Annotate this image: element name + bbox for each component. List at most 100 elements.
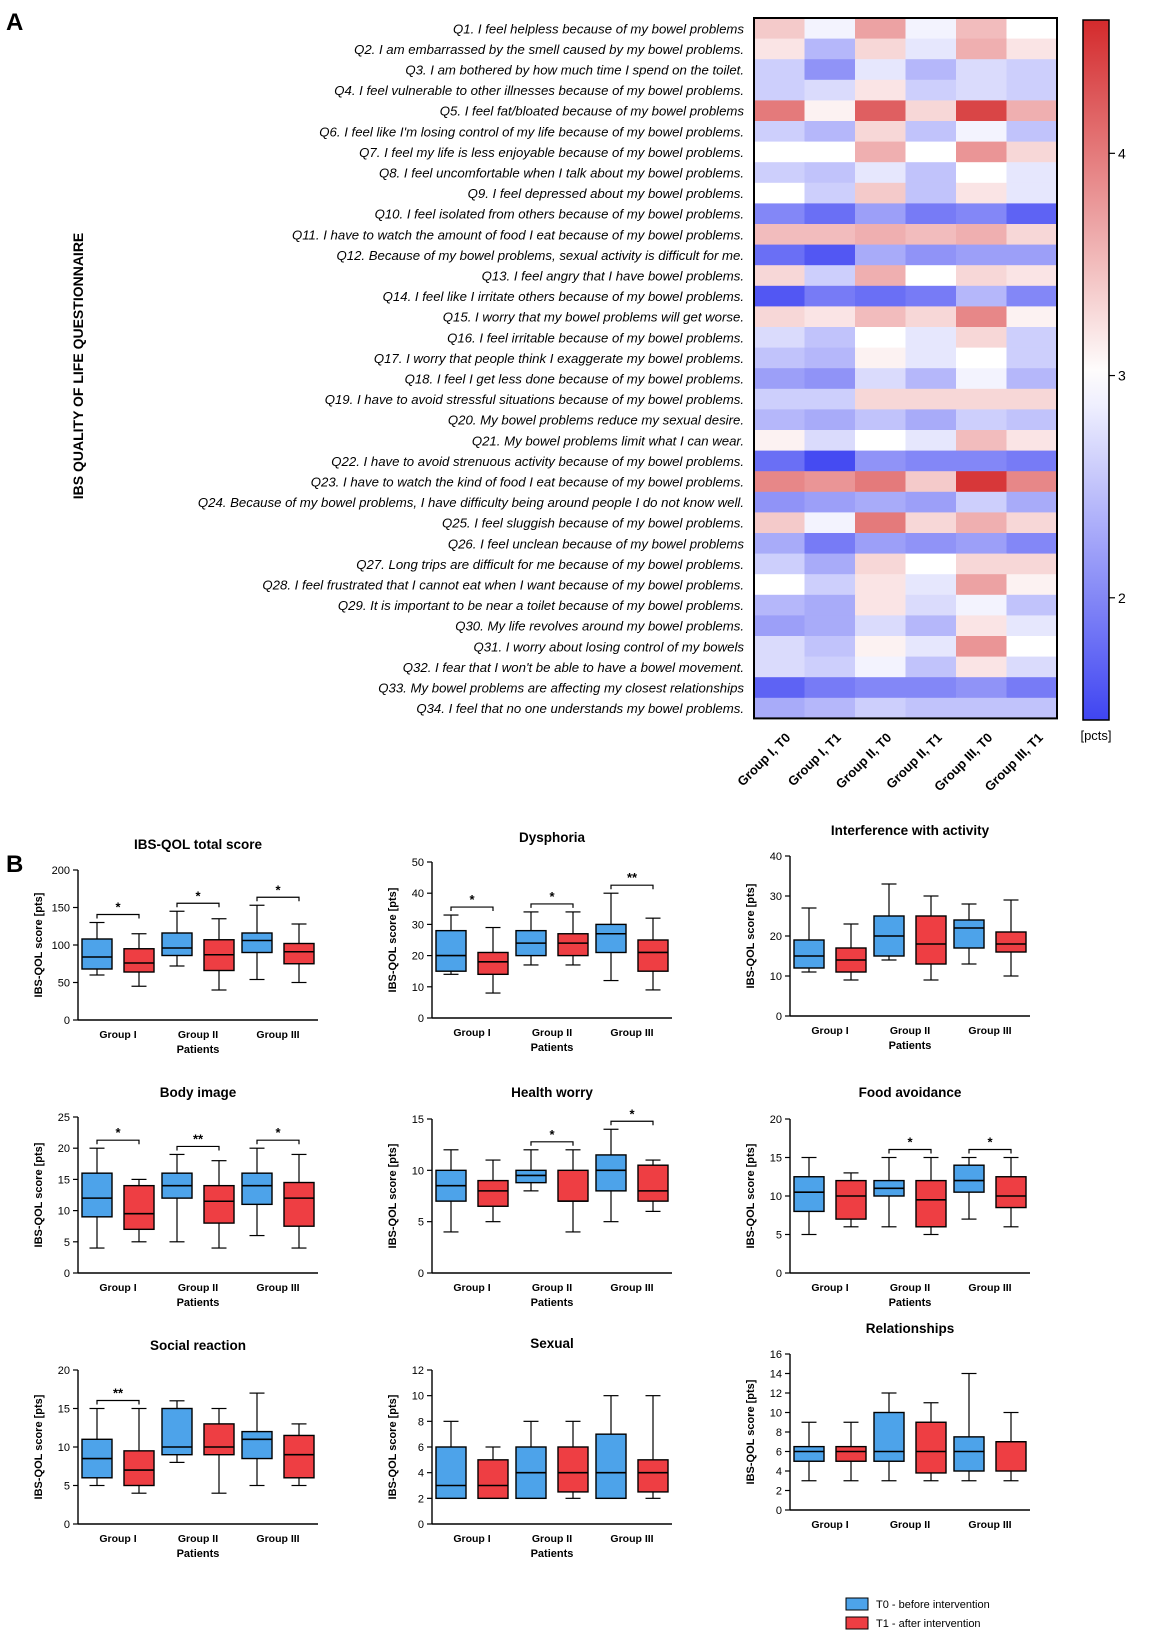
x-tick-label: Group II xyxy=(532,1282,572,1294)
heatmap-row-label: Q21. My bowel problems limit what I can … xyxy=(472,433,744,448)
y-tick-label: 12 xyxy=(770,1388,782,1400)
box-t1 xyxy=(995,931,1027,953)
y-tick-label: 0 xyxy=(64,1268,70,1280)
heatmap-row-label: Q11. I have to watch the amount of food … xyxy=(292,227,744,242)
heatmap-cell-r15-c3 xyxy=(855,306,907,328)
y-tick-label: 150 xyxy=(52,903,70,915)
heatmap-cell-r27-c3 xyxy=(855,553,907,575)
boxplot-panel-7: Social reaction 0 5 10 15 20 IBS-QOL score [pt… xyxy=(33,1338,318,1560)
box-t1 xyxy=(835,1445,867,1462)
heatmap-cell-r31-c4 xyxy=(905,636,957,658)
y-tick-label: 20 xyxy=(770,1114,782,1126)
heatmap-cell-r7-c2 xyxy=(804,141,856,163)
x-tick-label: Group II xyxy=(890,1025,930,1037)
heatmap-cell-r13-c3 xyxy=(855,265,907,287)
boxplot-panel-2: Dysphoria 0 10 20 30 40 50 IBS-QOL score [pts] G… xyxy=(387,830,672,1054)
x-tick-label: Group III xyxy=(610,1027,653,1039)
heatmap-cell-r1-c5 xyxy=(956,18,1008,40)
boxplot-title: Dysphoria xyxy=(519,830,586,845)
box-t1 xyxy=(915,915,947,965)
heatmap-cell-r11-c2 xyxy=(804,224,856,246)
box-t0 xyxy=(435,1446,467,1500)
heatmap-cell-r10-c5 xyxy=(956,203,1008,225)
y-axis-label: IBS-QOL score [pts] xyxy=(33,1142,45,1247)
x-tick-label: Group I xyxy=(453,1027,490,1039)
x-axis-label: Patients xyxy=(177,1548,220,1560)
boxplot-title: Interference with activity xyxy=(831,823,990,838)
heatmap-cell-r18-c3 xyxy=(855,368,907,390)
heatmap-cell-r3-c4 xyxy=(905,59,957,81)
heatmap-cell-r10-c6 xyxy=(1006,203,1058,225)
heatmap-cell-r3-c6 xyxy=(1006,59,1058,81)
heatmap-cell-r8-c5 xyxy=(956,162,1008,184)
legend: T0 - before intervention T1 - after inte… xyxy=(845,1597,990,1630)
colorbar-tick-label: 4 xyxy=(1118,145,1126,161)
heatmap-cell-r32-c5 xyxy=(956,656,1008,678)
heatmap-cell-r3-c1 xyxy=(754,59,806,81)
significance-bracket xyxy=(610,884,654,890)
heatmap-cell-r9-c6 xyxy=(1006,182,1058,204)
significance-bracket xyxy=(96,1139,140,1145)
box-t0 xyxy=(435,929,467,972)
x-tick-label: Group III xyxy=(610,1533,653,1545)
colorbar-tick-label: 3 xyxy=(1118,368,1126,384)
heatmap-row-label: Q6. I feel like I'm losing control of my… xyxy=(319,124,744,139)
box-t0 xyxy=(241,1430,273,1460)
y-tick-label: 0 xyxy=(64,1015,70,1027)
significance-bracket xyxy=(888,1148,932,1154)
heatmap-cell-r26-c2 xyxy=(804,533,856,555)
heatmap-cell-r29-c2 xyxy=(804,594,856,616)
heatmap-row-label: Q5. I feel fat/bloated because of my bow… xyxy=(440,104,745,119)
y-tick-label: 15 xyxy=(412,1114,424,1126)
y-tick-label: 50 xyxy=(58,978,70,990)
x-tick-label: Group I xyxy=(811,1282,848,1294)
y-tick-label: 100 xyxy=(52,940,70,952)
heatmap-cell-r19-c2 xyxy=(804,388,856,410)
box-t1 xyxy=(637,1459,669,1493)
box-t1 xyxy=(835,1179,867,1220)
heatmap-cell-r3-c2 xyxy=(804,59,856,81)
y-tick-label: 20 xyxy=(58,1143,70,1155)
heatmap-cell-r29-c3 xyxy=(855,594,907,616)
heatmap-cell-r10-c1 xyxy=(754,203,806,225)
box-t0 xyxy=(81,1172,113,1218)
heatmap-cell-r13-c1 xyxy=(754,265,806,287)
heatmap-cell-r12-c4 xyxy=(905,244,957,266)
heatmap-cell-r25-c5 xyxy=(956,512,1008,534)
heatmap-cell-r29-c6 xyxy=(1006,594,1058,616)
x-tick-label: Group III xyxy=(256,1533,299,1545)
heatmap-cell-r2-c5 xyxy=(956,38,1008,60)
heatmap-cell-r6-c5 xyxy=(956,121,1008,143)
y-axis-label: IBS-QOL score [pts] xyxy=(745,883,757,988)
x-tick-label: Group II xyxy=(890,1519,930,1531)
heatmap-cell-r14-c4 xyxy=(905,285,957,307)
box-t0 xyxy=(241,932,273,954)
heatmap-cell-r4-c4 xyxy=(905,79,957,101)
heatmap-cell-r1-c1 xyxy=(754,18,806,40)
heatmap-cell-r7-c5 xyxy=(956,141,1008,163)
heatmap-cell-r28-c2 xyxy=(804,574,856,596)
box-t0 xyxy=(953,919,985,949)
x-tick-label: Group I xyxy=(99,1282,136,1294)
heatmap-cell-r6-c4 xyxy=(905,121,957,143)
heatmap-cell-r14-c6 xyxy=(1006,285,1058,307)
heatmap-cell-r22-c2 xyxy=(804,450,856,472)
colorbar xyxy=(1082,19,1110,721)
heatmap-cell-r14-c1 xyxy=(754,285,806,307)
heatmap-row-label: Q8. I feel uncomfortable when I talk abo… xyxy=(379,166,744,181)
heatmap-cell-r2-c2 xyxy=(804,38,856,60)
legend-t0-swatch xyxy=(845,1597,869,1611)
y-tick-label: 10 xyxy=(412,1165,424,1177)
heatmap-cell-r25-c6 xyxy=(1006,512,1058,534)
heatmap-cell-r24-c6 xyxy=(1006,491,1058,513)
heatmap-row-label: Q7. I feel my life is less enjoyable bec… xyxy=(359,145,744,160)
y-tick-label: 6 xyxy=(776,1447,782,1459)
heatmap-row-label: Q2. I am embarrassed by the smell caused… xyxy=(354,42,744,57)
legend-t0-label: T0 - before intervention xyxy=(876,1599,990,1611)
heatmap-cell-r4-c2 xyxy=(804,79,856,101)
y-tick-label: 10 xyxy=(412,982,424,994)
heatmap-cell-r5-c6 xyxy=(1006,100,1058,122)
heatmap-cell-r19-c1 xyxy=(754,388,806,410)
heatmap-cell-r30-c4 xyxy=(905,615,957,637)
